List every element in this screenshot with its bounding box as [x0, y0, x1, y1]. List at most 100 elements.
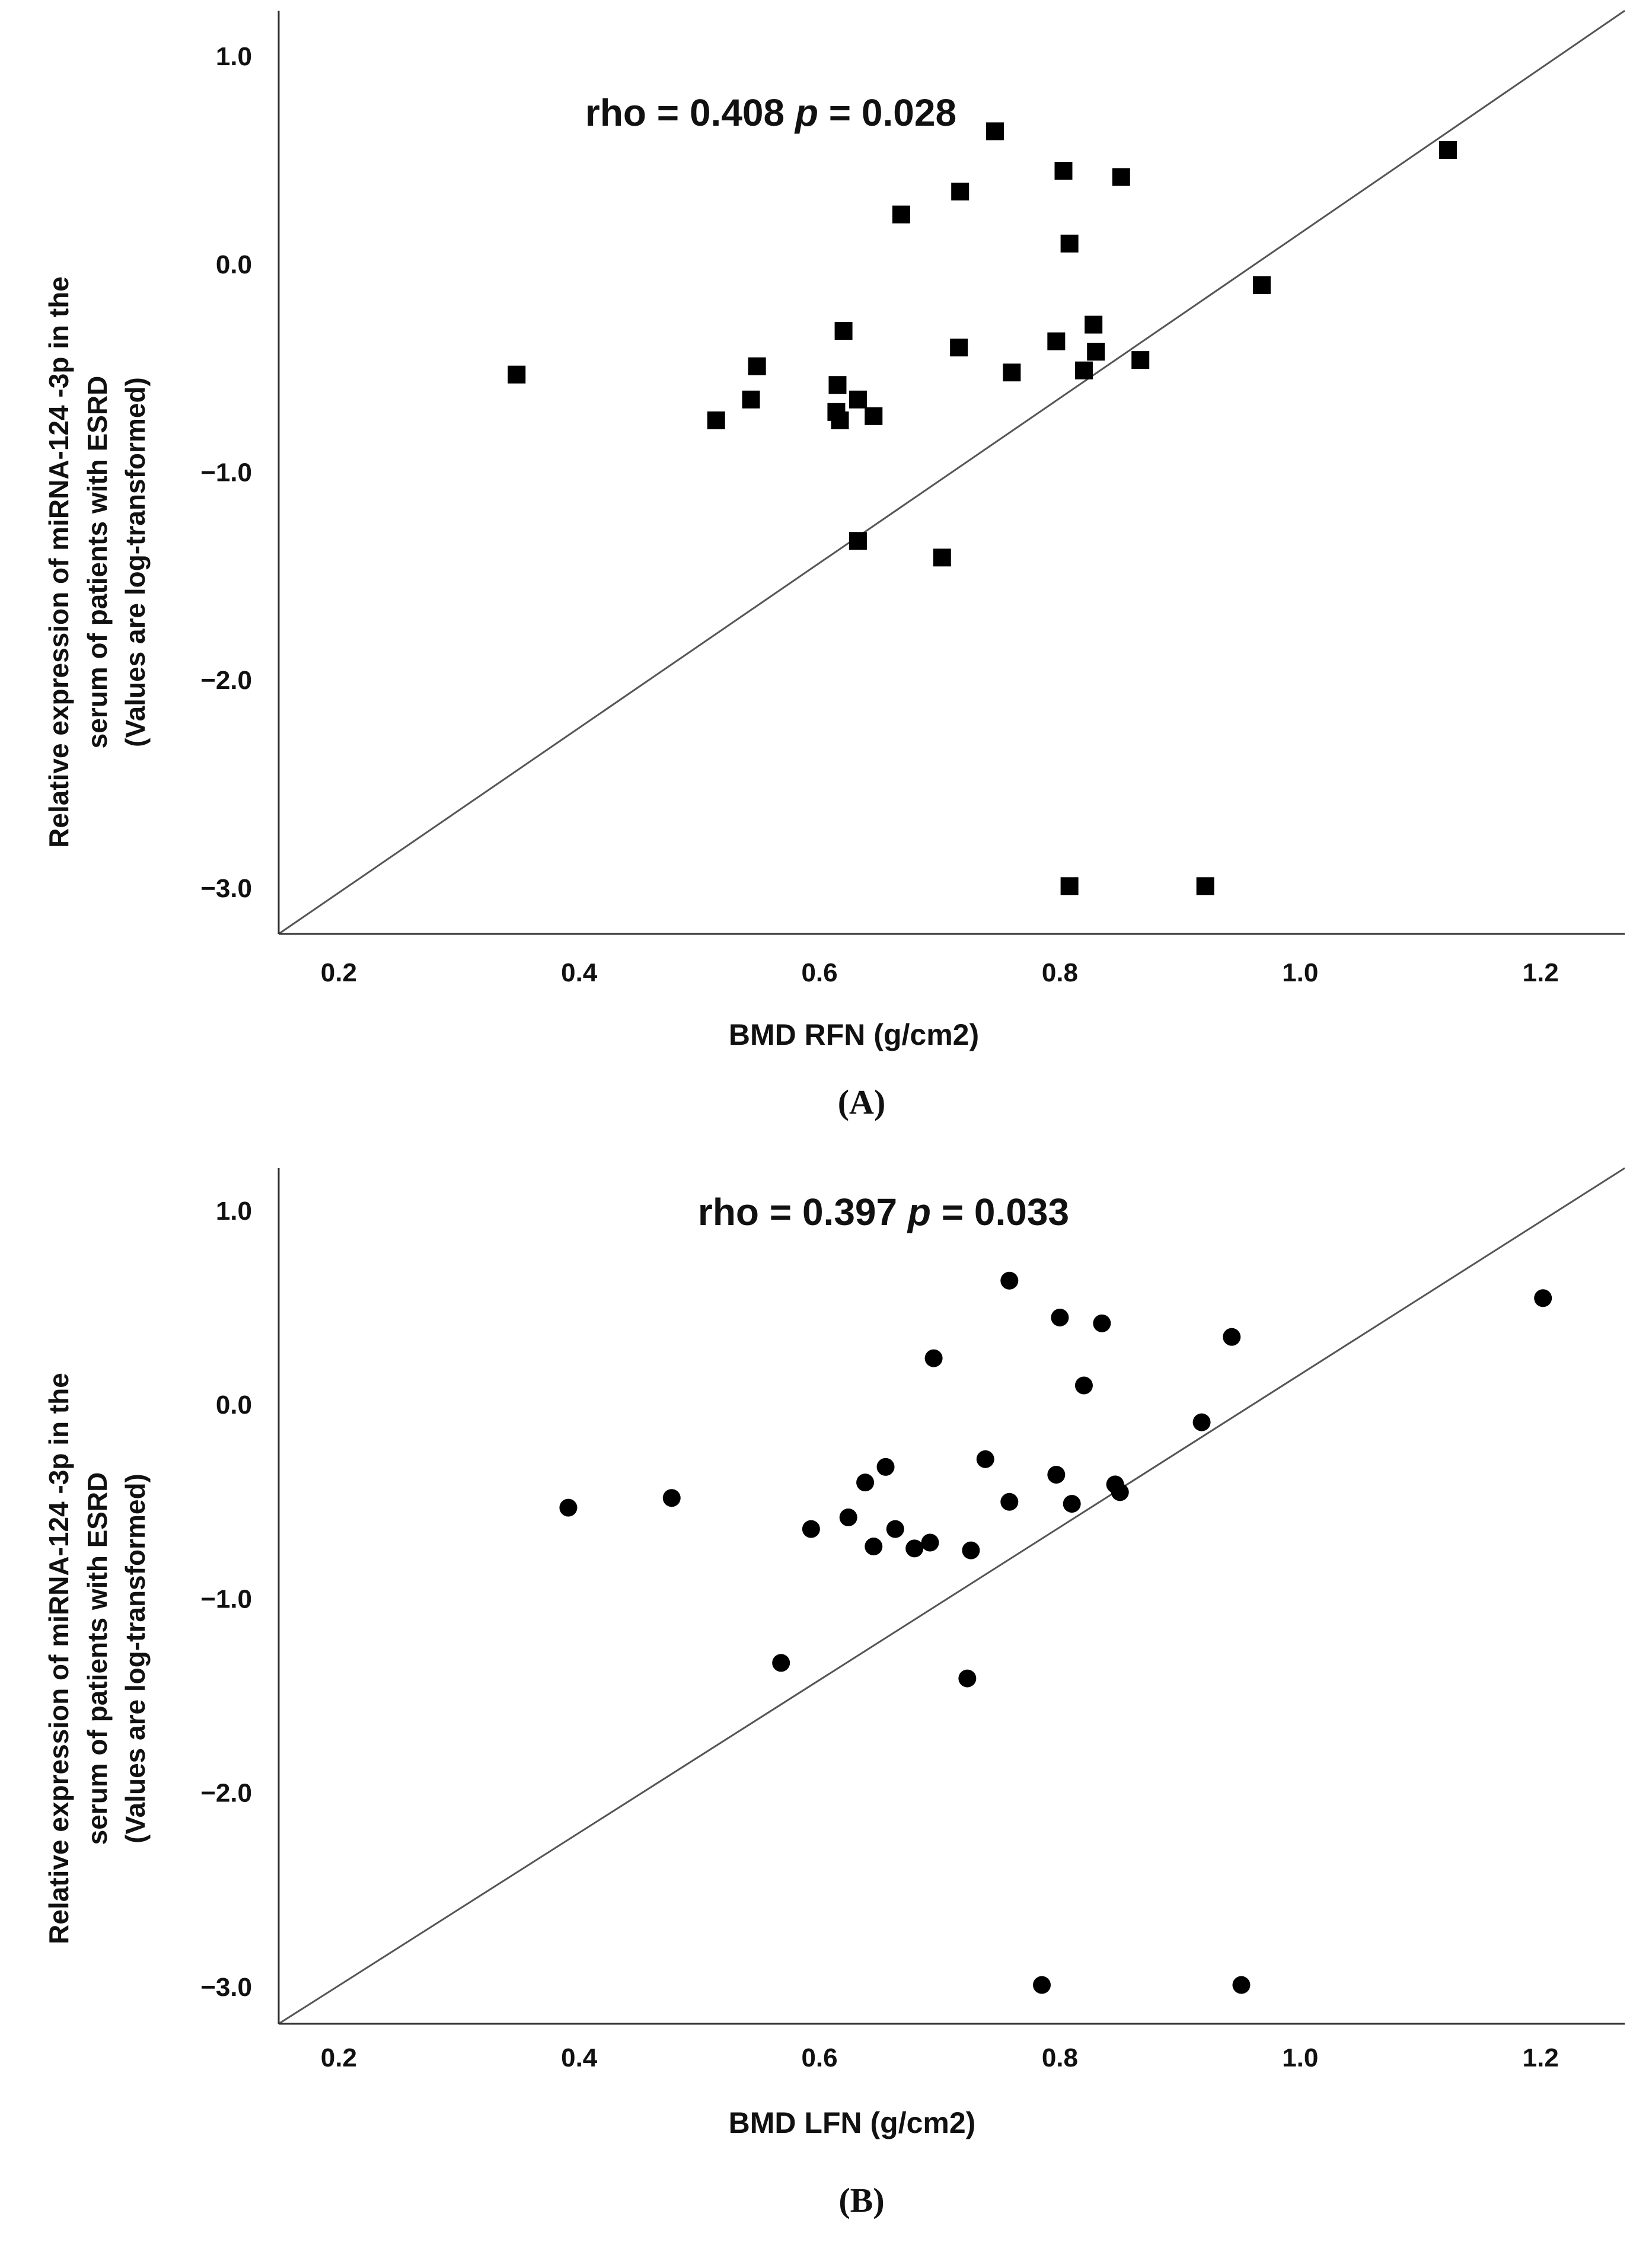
y-tick-label: 1.0 — [216, 42, 252, 71]
y-tick-label: 0.0 — [216, 1390, 252, 1420]
data-point — [849, 532, 867, 550]
fit-line — [278, 9, 1625, 935]
y-tick-label: 0.0 — [216, 250, 252, 279]
data-point — [950, 339, 968, 357]
data-point — [962, 1541, 980, 1559]
x-tick-label: 1.0 — [1282, 958, 1318, 987]
y-tick-label: 1.0 — [216, 1197, 252, 1226]
y-axis-label-line-3: (Values are log-transformed) — [120, 1474, 151, 1844]
data-point — [1047, 332, 1066, 350]
data-point — [831, 411, 849, 429]
x-tick-label: 0.4 — [561, 958, 598, 987]
annotation-p-value: = 0.033 — [931, 1191, 1069, 1233]
data-point — [834, 322, 853, 340]
x-tick-label: 1.2 — [1523, 2043, 1559, 2072]
data-point — [1000, 1271, 1019, 1290]
annotation-rho: rho = 0.408 — [585, 91, 795, 134]
data-point — [1085, 315, 1103, 334]
x-tick-label: 0.8 — [1042, 2043, 1078, 2072]
chart-panel-b: Relative expression of miRNA-124 -3p in … — [43, 1167, 1625, 2219]
data-point — [892, 205, 910, 224]
x-tick-label: 0.2 — [321, 2043, 357, 2072]
fit-line — [278, 1167, 1625, 2025]
panel-letter-a: A — [849, 1083, 874, 1121]
y-axis-label: Relative expression of miRNA-124 -3p in … — [43, 1373, 151, 1944]
data-point — [1060, 234, 1079, 253]
data-point — [1192, 1413, 1211, 1431]
y-tick-label: −1.0 — [200, 1584, 252, 1613]
y-axis-label-line-1: Relative expression of miRNA-124 -3p in … — [43, 1373, 74, 1944]
panel-letter-b: B — [850, 2181, 873, 2219]
data-point — [905, 1539, 924, 1558]
data-point — [1074, 1376, 1093, 1395]
x-tick-label: 0.4 — [561, 2043, 598, 2072]
data-point — [802, 1520, 820, 1538]
data-point — [865, 1538, 883, 1556]
y-tick-label: −3.0 — [200, 1973, 252, 2002]
data-point — [662, 1489, 681, 1507]
data-point — [1223, 1328, 1241, 1346]
panel-label-a: (A) — [838, 1083, 886, 1121]
data-point — [856, 1474, 875, 1492]
correlation-annotation: rho = 0.397 p = 0.033 — [698, 1191, 1069, 1233]
data-point — [1003, 363, 1021, 382]
panel-label-b: (B) — [838, 2181, 884, 2219]
x-axis-label: BMD LFN (g/cm2) — [729, 2106, 976, 2139]
data-point — [742, 390, 760, 409]
data-point — [1534, 1289, 1552, 1307]
y-axis-label-line-2: serum of patients with ESRD — [82, 1472, 113, 1845]
data-point — [828, 376, 847, 394]
data-point — [1439, 141, 1458, 159]
y-axis-label: Relative expression of miRNA-124 -3p in … — [43, 276, 151, 848]
data-point — [559, 1498, 578, 1517]
data-point — [1131, 351, 1150, 369]
data-point — [865, 407, 883, 425]
annotation-p-symbol: p — [907, 1191, 931, 1233]
data-point — [1093, 1314, 1111, 1332]
data-point — [748, 357, 766, 375]
y-axis-label-line-2: serum of patients with ESRD — [82, 376, 113, 749]
data-point — [849, 390, 867, 409]
data-point — [839, 1508, 857, 1526]
data-point — [1051, 1308, 1069, 1326]
data-point — [933, 548, 951, 567]
y-axis-label-line-1: Relative expression of miRNA-124 -3p in … — [43, 276, 74, 848]
data-point — [1112, 168, 1130, 186]
x-axis-label: BMD RFN (g/cm2) — [729, 1018, 979, 1051]
data-point — [1063, 1495, 1081, 1513]
y-tick-label: −1.0 — [200, 458, 252, 487]
data-point — [1087, 343, 1105, 361]
data-point — [976, 1450, 994, 1468]
y-tick-label: −3.0 — [200, 874, 252, 903]
y-tick-label: −2.0 — [200, 1779, 252, 1808]
annotation-rho: rho = 0.397 — [698, 1191, 908, 1233]
data-point — [1111, 1483, 1129, 1501]
data-point — [1000, 1492, 1019, 1511]
annotation-p-value: = 0.028 — [818, 91, 956, 134]
data-points — [559, 1271, 1552, 1994]
data-point — [1232, 1976, 1251, 1994]
data-point — [1074, 361, 1093, 379]
y-axis-label-line-3: (Values are log-transformed) — [120, 377, 151, 747]
x-tick-label: 0.6 — [801, 2043, 837, 2072]
data-point — [951, 183, 969, 201]
chart-panel-a: Relative expression of miRNA-124 -3p in … — [43, 9, 1625, 1121]
data-point — [1196, 877, 1214, 895]
tick-labels: 0.2 0.4 0.6 0.8 1.0 1.2 1.0 0.0 −1.0 −2.0 −3.0 — [200, 42, 1559, 987]
data-point — [707, 411, 725, 429]
x-tick-label: 0.8 — [1042, 958, 1078, 987]
data-point — [886, 1520, 904, 1538]
data-point — [1060, 877, 1079, 895]
data-point — [772, 1654, 790, 1672]
annotation-p-symbol: p — [794, 91, 818, 134]
x-tick-label: 0.6 — [801, 958, 837, 987]
data-point — [958, 1669, 977, 1688]
data-point — [508, 365, 526, 384]
data-point — [1047, 1465, 1066, 1484]
x-tick-label: 1.0 — [1282, 2043, 1318, 2072]
data-point — [876, 1458, 895, 1476]
data-point — [921, 1533, 939, 1552]
data-point — [924, 1349, 943, 1367]
data-point — [1054, 162, 1073, 180]
